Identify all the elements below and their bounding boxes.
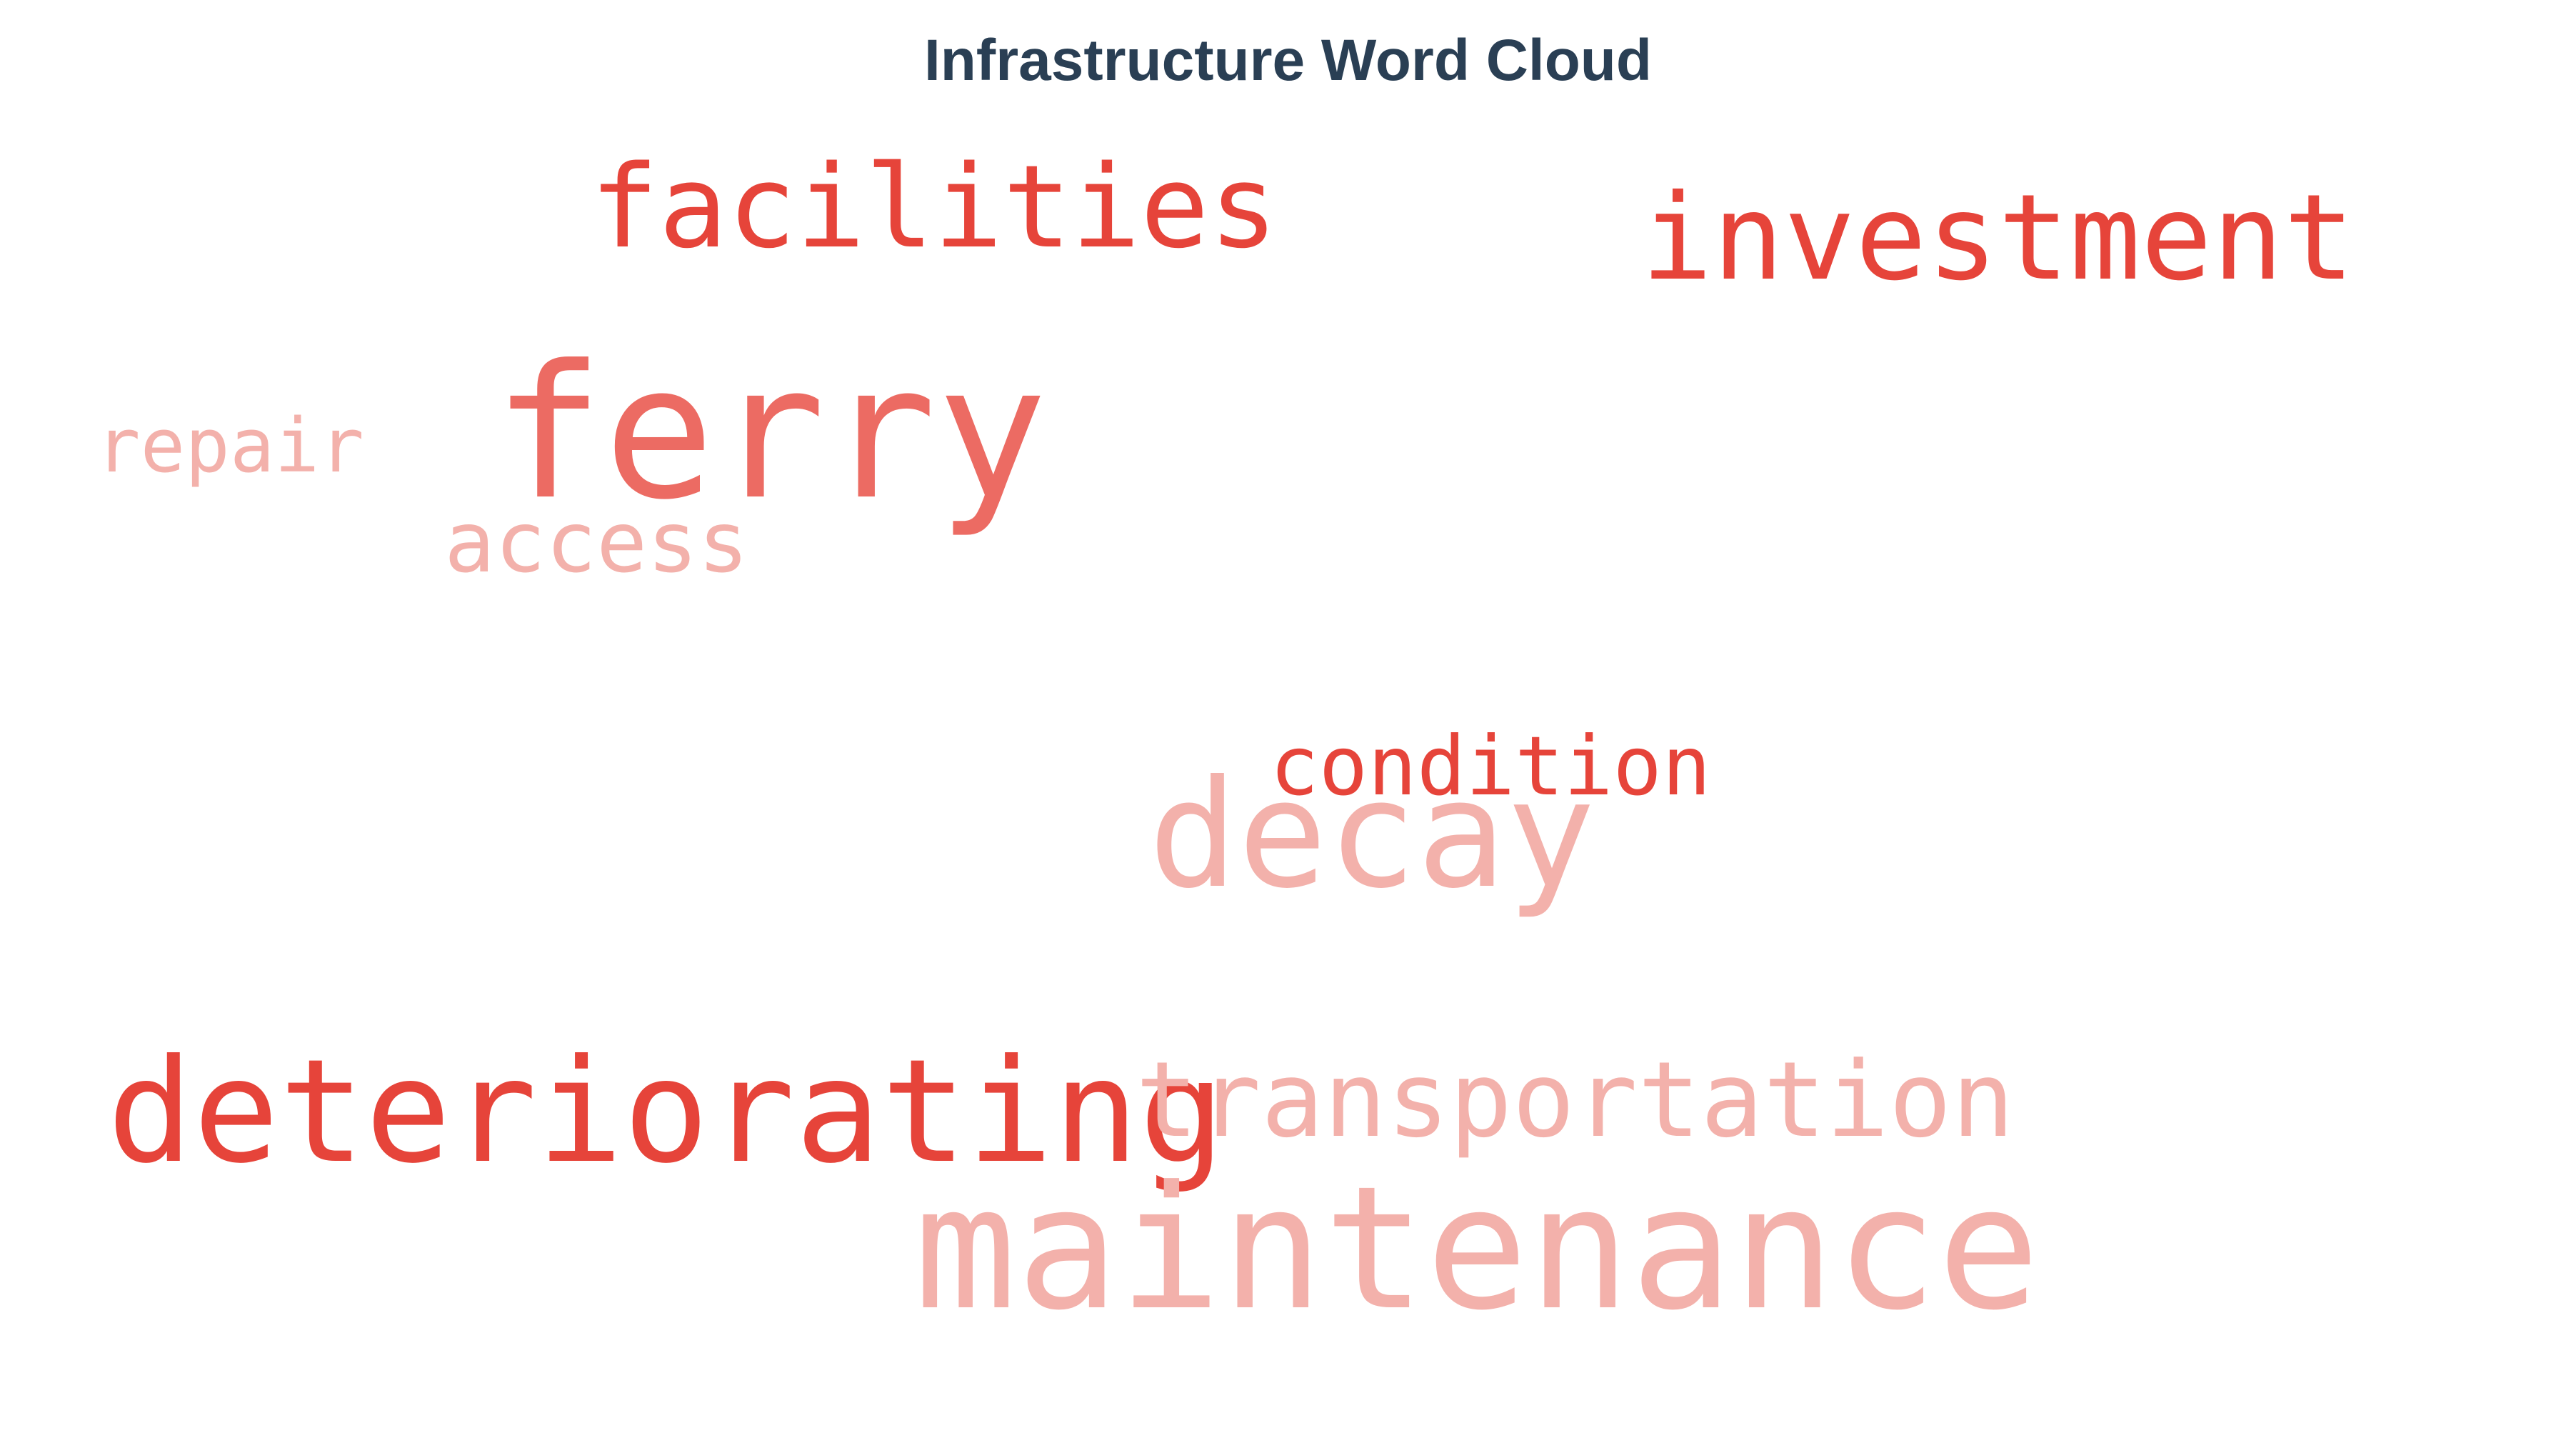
word-decay: decay bbox=[1148, 749, 1595, 922]
word-ferry: ferry bbox=[493, 326, 1048, 540]
word-condition: condition bbox=[1270, 719, 1711, 814]
chart-title: Infrastructure Word Cloud bbox=[924, 28, 1652, 93]
word-repair: repair bbox=[96, 402, 364, 489]
word-investment: investment bbox=[1641, 169, 2355, 307]
word-facilities: facilities bbox=[590, 140, 1278, 274]
word-transportation: transportation bbox=[1136, 1039, 2015, 1161]
word-maintenance: maintenance bbox=[914, 1150, 2040, 1348]
word-deteriorating: deteriorating bbox=[107, 1029, 1225, 1195]
word-access: access bbox=[444, 493, 748, 591]
